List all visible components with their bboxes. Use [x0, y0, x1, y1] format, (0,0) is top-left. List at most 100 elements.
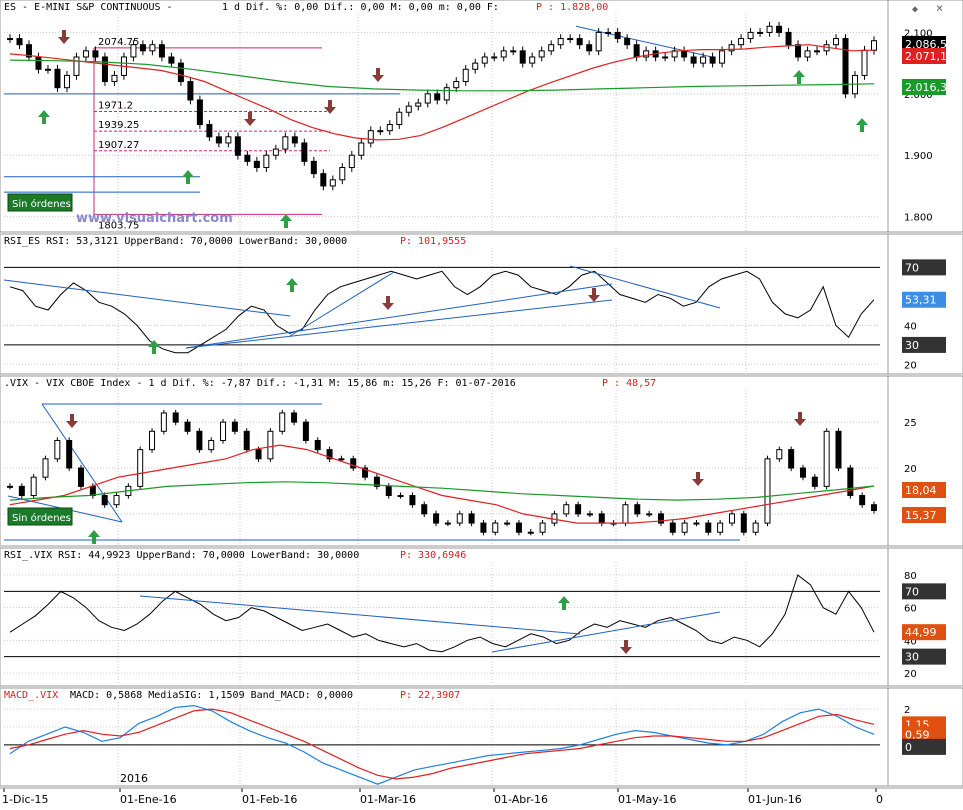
- es-candle: [263, 154, 270, 169]
- rsi-es-upper-badge: 70: [905, 261, 919, 274]
- rsi-vix-upper-badge-bg: [902, 583, 946, 600]
- es-candle: [329, 179, 336, 187]
- vix-candle: [208, 439, 215, 451]
- vix-candle: [7, 485, 13, 488]
- vix-candle: [740, 513, 747, 533]
- es-candle: [595, 31, 602, 52]
- sin-ordenes-button[interactable]: [7, 193, 73, 212]
- vix-candle: [184, 421, 191, 432]
- vix-last-price-badge-bg: [902, 507, 946, 523]
- vix-candle: [397, 495, 404, 498]
- es-candle: [861, 49, 868, 76]
- vix-candle: [776, 449, 783, 460]
- rsi-es-lower-badge: 30: [905, 339, 919, 352]
- es-candle: [538, 50, 545, 58]
- es-candle: [234, 136, 241, 156]
- fibonacci-level-label: 1939.25: [98, 120, 139, 131]
- es-candle: [54, 68, 61, 89]
- vix-candle: [220, 421, 227, 441]
- panel-es-header-name: ES - E-MINI S&P CONTINUOUS -: [4, 2, 173, 13]
- vix-candle: [799, 467, 806, 478]
- vix-candle: [634, 504, 641, 515]
- vix-candle: [18, 485, 25, 497]
- es-candle: [529, 56, 536, 64]
- vix-sma-badge: 18,04: [905, 484, 937, 497]
- vix-last-price-badge: 15,37: [905, 509, 937, 522]
- vix-candle: [42, 458, 49, 478]
- es-candle: [215, 136, 222, 144]
- es-candle: [25, 44, 32, 58]
- vix-candle: [705, 522, 712, 533]
- es-candle: [158, 44, 165, 58]
- es-candle: [472, 62, 479, 70]
- es-candle: [719, 50, 726, 64]
- vix-candle: [563, 504, 570, 515]
- macd-value-badge: 0,59: [905, 728, 930, 741]
- sin-ordenes-label: Sin órdenes: [12, 198, 71, 210]
- vix-candle: [598, 513, 605, 524]
- vix-candle: [859, 495, 866, 506]
- macd-zero-badge-bg: [902, 738, 946, 755]
- down-arrow-icon: [372, 68, 384, 82]
- es-candle: [130, 44, 137, 58]
- es-candle: [405, 105, 412, 113]
- up-arrow-icon: [286, 278, 298, 292]
- rsi-vix-upper-badge: 70: [905, 585, 919, 598]
- vix-candle: [30, 476, 37, 497]
- es-candle: [396, 111, 403, 126]
- vix-candle: [78, 467, 85, 487]
- es-candle: [833, 38, 840, 46]
- es-candle: [424, 93, 431, 104]
- vix-candle: [101, 495, 108, 506]
- vix-candle: [373, 476, 380, 487]
- up-arrow-icon: [558, 596, 570, 610]
- es-candle: [633, 44, 640, 58]
- vix-candle: [314, 439, 321, 451]
- es-sma-green: [9, 59, 875, 92]
- macd-zero-badge: 0: [905, 741, 912, 754]
- year-label: 2016: [120, 772, 148, 785]
- down-arrow-icon: [692, 472, 704, 486]
- down-arrow-icon: [794, 412, 806, 426]
- es-candle: [605, 31, 612, 34]
- panel-rsi-vix-header: RSI_.VIX RSI: 44,9923 UpperBand: 70,0000…: [4, 550, 359, 561]
- up-arrow-icon: [148, 340, 160, 354]
- up-arrow-icon: [38, 110, 50, 124]
- es-candle: [443, 87, 450, 101]
- vix-candle: [385, 485, 392, 497]
- vix-candle: [823, 430, 830, 487]
- vix-candle: [231, 421, 238, 432]
- es-candle: [576, 38, 583, 46]
- vix-candle: [267, 430, 274, 460]
- panel-rsi-es-header: RSI_ES RSI: 53,3121 UpperBand: 70,0000 L…: [4, 236, 347, 247]
- es-candle: [795, 44, 802, 58]
- trend-line: [185, 299, 613, 349]
- es-candle: [690, 56, 697, 64]
- rsi-es-upper-badge-bg: [902, 259, 946, 276]
- down-arrow-icon: [244, 112, 256, 126]
- es-candle: [500, 50, 507, 58]
- es-candle: [253, 160, 260, 169]
- es-candle: [747, 31, 754, 40]
- es-candle: [814, 50, 821, 53]
- es-candle: [7, 38, 13, 41]
- vix-candle: [255, 449, 262, 460]
- panel-macd-header: MACD: 0,5868 MediaSIG: 1,1509 Band_MACD:…: [70, 690, 353, 701]
- es-candle: [367, 130, 374, 144]
- panel-es-header-stats: 1 d Dif. %: 0,00 Dif.: 0,00 M: 0,00 m: 0…: [222, 2, 499, 13]
- es-candle: [272, 148, 279, 156]
- x-axis-label: 01-Jun-16: [748, 793, 802, 806]
- vix-candle: [622, 504, 629, 524]
- close-icon: ×: [936, 1, 943, 15]
- es-candle: [662, 56, 669, 59]
- vix-candle: [302, 421, 309, 441]
- sin-ordenes-button[interactable]: [7, 507, 73, 526]
- es-candle: [643, 50, 650, 58]
- y-tick-label: 2.000: [904, 90, 933, 101]
- es-candle: [244, 154, 251, 162]
- vix-candle: [515, 522, 522, 533]
- es-candle: [709, 56, 716, 64]
- y-tick-label: 1.900: [904, 151, 933, 162]
- vix-candle: [137, 449, 144, 487]
- es-sma-green-badge-bg: [902, 79, 946, 95]
